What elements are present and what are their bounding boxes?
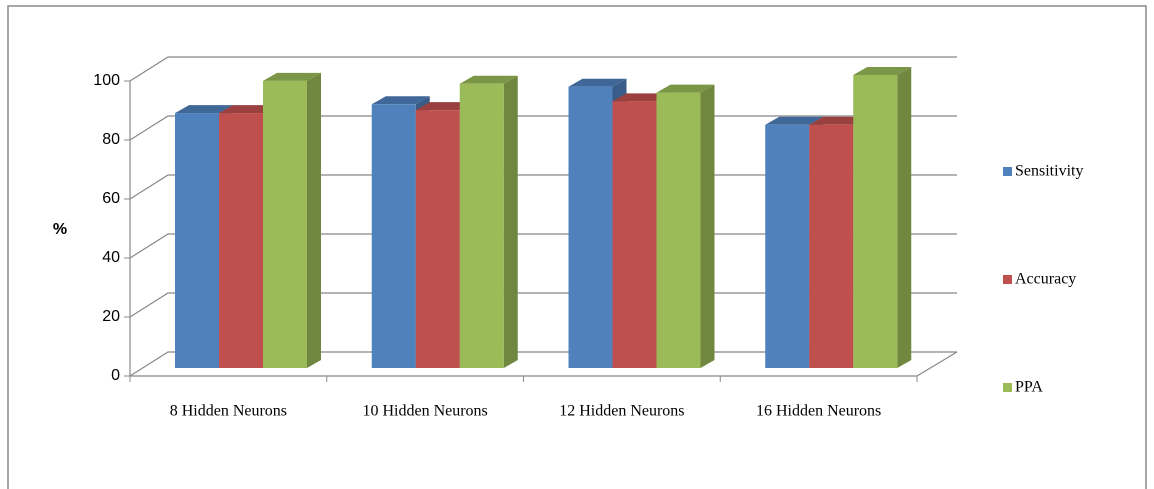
bar <box>568 86 613 368</box>
bar-top <box>459 75 518 84</box>
bar <box>459 83 504 368</box>
bar <box>263 80 307 369</box>
bar <box>656 92 701 368</box>
y-tick-label: 100 <box>93 72 120 89</box>
x-tick-label: 10 Hidden Neurons <box>362 403 487 420</box>
legend-label: PPA <box>1015 379 1043 396</box>
y-tick-label: 40 <box>102 249 120 266</box>
legend-swatch <box>1003 383 1012 392</box>
bar <box>415 110 460 368</box>
bar-top <box>765 116 824 125</box>
bar-side <box>503 75 518 368</box>
y-tick-label: 60 <box>102 190 120 207</box>
x-tick-label: 16 Hidden Neurons <box>756 403 881 420</box>
y-tick-label: 0 <box>111 367 120 384</box>
bar-side <box>897 67 912 368</box>
grid-line <box>129 56 957 82</box>
bar-top <box>175 105 233 114</box>
bar <box>809 124 854 368</box>
bar <box>219 113 263 368</box>
bar <box>371 104 416 369</box>
bar-top <box>263 72 321 81</box>
chart-frame <box>7 5 1147 489</box>
bar-side <box>700 84 715 368</box>
bar-top <box>612 93 671 102</box>
y-tick-label: 80 <box>102 131 120 148</box>
bar-top <box>568 78 627 87</box>
bar <box>853 75 898 368</box>
bar <box>612 101 657 369</box>
x-tick-label: 8 Hidden Neurons <box>170 403 287 420</box>
legend-label: Accuracy <box>1015 271 1076 288</box>
bar <box>175 113 219 368</box>
bar-top <box>853 67 912 75</box>
bar-side <box>307 72 321 369</box>
y-axis-label: % <box>53 221 67 238</box>
bar-top <box>415 102 474 111</box>
legend-swatch <box>1003 275 1012 284</box>
bar-top <box>809 116 868 125</box>
bar <box>765 124 810 368</box>
bar-top <box>371 96 430 105</box>
bar-top <box>656 84 715 93</box>
x-tick-label: 12 Hidden Neurons <box>559 403 684 420</box>
y-tick-label: 20 <box>102 308 120 325</box>
legend-swatch <box>1003 167 1012 176</box>
floor-edge <box>916 351 958 377</box>
bar-top <box>219 105 277 114</box>
legend-label: Sensitivity <box>1015 163 1083 180</box>
